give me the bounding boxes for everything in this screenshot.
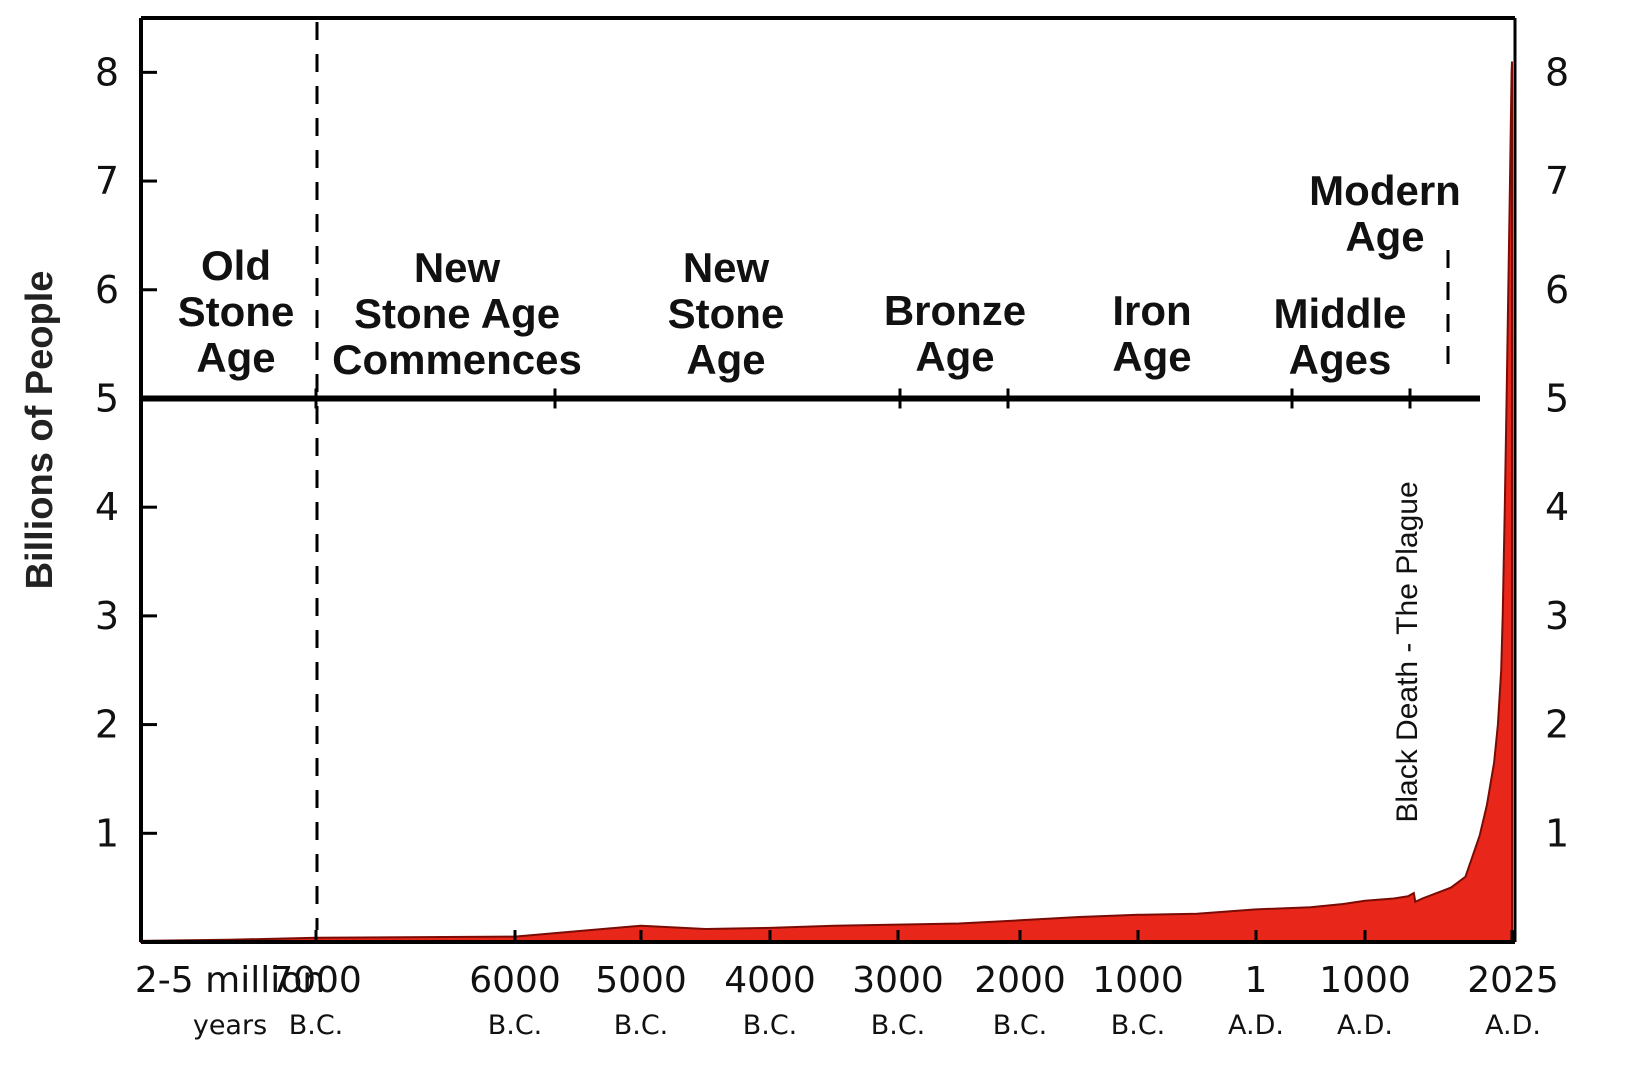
area-layer [140,61,1513,943]
era-label: Commences [332,336,582,383]
y-tick-label-right: 8 [1545,50,1569,94]
x-tick-label: 7000 [270,960,362,1001]
y-tick-label-right: 4 [1545,485,1569,529]
y-tick-label-right: 1 [1545,811,1569,855]
y-tick-label: 3 [95,594,119,638]
era-label: Iron [1112,287,1191,334]
x-tick-label: 1000 [1319,960,1411,1001]
era-label: Stone Age [354,290,560,337]
era-label: Age [196,334,275,381]
era-label: Age [1345,213,1424,260]
x-tick-label: 6000 [469,960,561,1001]
annotation-label: Black Death - The Plague [1391,481,1424,822]
x-tick-sublabel: B.C. [488,1010,543,1041]
era-label: Modern [1309,167,1461,214]
y-tick-label-right: 7 [1545,159,1569,203]
y-tick-label-right: 3 [1545,594,1569,638]
x-tick-label: 5000 [595,960,687,1001]
x-tick-label: 2-5 million [135,960,325,1001]
x-tick-label: 1000 [1092,960,1184,1001]
era-label: New [414,244,501,291]
era-label: Old [201,242,271,289]
x-tick-sublabel: B.C. [871,1010,926,1041]
x-tick-sublabel: B.C. [289,1010,344,1041]
x-tick-sublabel: B.C. [614,1010,669,1041]
x-tick-label: 1 [1245,960,1268,1001]
era-label: Age [686,336,765,383]
y-tick-label-right: 2 [1545,703,1569,747]
annotation-layer: Black Death - The Plague [1391,481,1424,822]
era-label: Age [1112,333,1191,380]
era-label: Ages [1289,336,1392,383]
y-tick-label-right: 5 [1545,376,1569,420]
population-area-0 [140,61,1513,943]
x-tick-label: 3000 [852,960,944,1001]
x-tick-sublabel: years [193,1010,267,1041]
era-label: Bronze [884,287,1026,334]
x-tick-label: 2025 [1467,960,1559,1001]
y-tick-label-right: 6 [1545,268,1569,312]
y-tick-label: 6 [95,268,119,312]
y-axis-title: Billions of People [19,271,61,590]
era-label: Stone [668,290,785,337]
y-tick-label: 2 [95,703,119,747]
x-tick-sublabel: A.D. [1485,1010,1541,1041]
y-tick-label: 7 [95,159,119,203]
y-tick-label: 1 [95,811,119,855]
y-tick-label: 8 [95,50,119,94]
era-label: Middle [1274,290,1407,337]
x-tick-sublabel: A.D. [1228,1010,1284,1041]
x-tick-label: 2000 [974,960,1066,1001]
era-label: New [683,244,770,291]
x-tick-sublabel: A.D. [1337,1010,1393,1041]
y-tick-label: 5 [95,376,119,420]
y-tick-label: 4 [95,485,119,529]
x-tick-label: 4000 [724,960,816,1001]
x-tick-sublabel: B.C. [993,1010,1048,1041]
x-tick-sublabel: B.C. [743,1010,798,1041]
era-label: Stone [178,288,295,335]
x-tick-sublabel: B.C. [1111,1010,1166,1041]
era-label: Age [915,333,994,380]
